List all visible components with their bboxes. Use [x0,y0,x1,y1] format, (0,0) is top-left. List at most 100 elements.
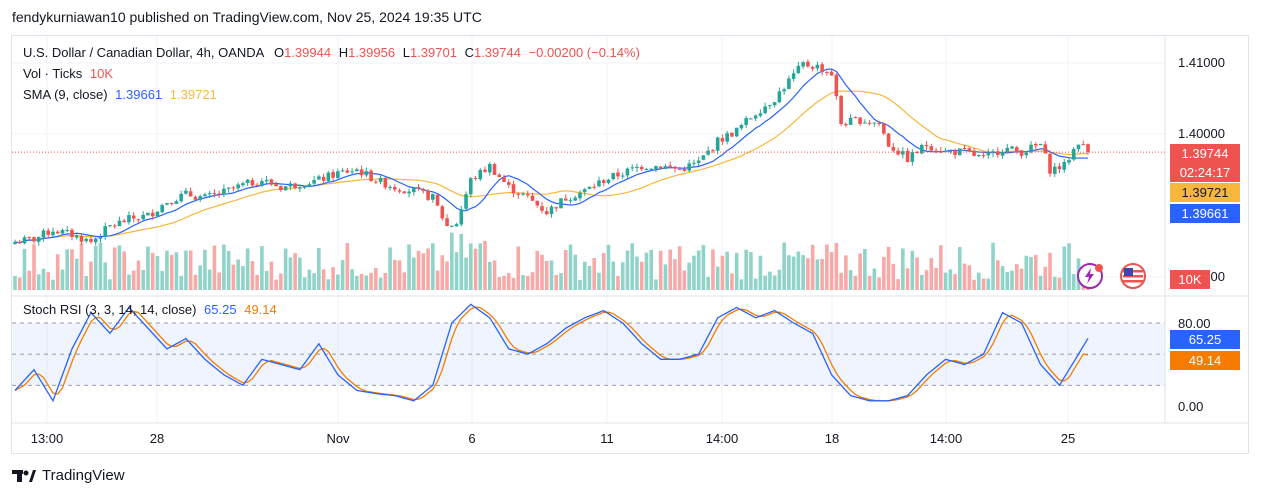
volume-bar [682,270,687,290]
candle-body [943,150,948,153]
candle-body [236,184,240,189]
volume-bar [872,268,877,290]
volume-bar [939,245,943,290]
volume-bar [207,269,212,290]
volume-bar [825,244,829,290]
volume-bar [915,257,919,290]
volume-bar [995,260,1000,290]
lightning-icon[interactable] [1075,261,1105,291]
volume-bar [639,261,644,290]
candle-body [55,231,60,234]
volume-bar [687,262,691,290]
candle-body [127,215,131,223]
candle-body [958,148,962,156]
volume-bar [972,279,976,290]
stoch-k-box: 65.25 [1170,330,1240,349]
candle-body [269,179,274,185]
stoch-tick-label: 0.00 [1178,399,1203,414]
sma-label[interactable]: SMA (9, close) [23,87,108,102]
volume-label[interactable]: Vol · Ticks [23,66,83,81]
volume-bar [74,258,79,290]
volume-bar [378,277,383,290]
footer-brand[interactable]: TradingView [42,467,125,484]
volume-bar [749,252,753,290]
candle-body [1052,166,1057,174]
candle-body [174,201,179,204]
volume-bar [1010,270,1014,290]
volume-bar [578,279,582,290]
candle-body [459,209,464,225]
us-flag-icon[interactable] [1118,261,1148,291]
volume-bar [877,277,881,290]
candle-body [768,105,772,107]
candle-body [412,187,416,193]
candle-body [255,184,259,186]
last-price-box: 1.39744 [1170,144,1240,163]
volume-bar [70,249,74,290]
candle-body [692,162,696,164]
volume-bar [302,277,307,290]
candle-body [146,212,150,216]
candle-body [27,237,32,239]
candle-body [853,117,858,119]
volume-bar [487,261,492,290]
candle-body [896,150,900,155]
volume-bar [1033,254,1038,290]
candle-body [122,220,126,223]
candle-body [1086,144,1090,153]
candles[interactable] [13,59,1090,246]
sma-slow-path [14,90,1089,244]
volume-bar [720,255,725,290]
candle-body [891,147,896,151]
volume-bar [236,259,240,290]
volume-bar [791,256,796,290]
volume-bar [953,274,957,290]
candle-body [516,193,521,195]
volume-bar [364,275,369,290]
candle-body [70,229,74,238]
candle-body [582,189,587,192]
volume-bar [929,258,934,290]
volume-bar [806,258,810,290]
candle-body [649,168,654,170]
symbol-title[interactable]: U.S. Dollar / Canadian Dollar, 4h, OANDA [23,45,265,60]
volume-bar [264,270,269,290]
candle-body [222,188,226,195]
volume-bar [122,251,126,290]
candle-body [844,124,848,126]
candle-body [863,122,867,124]
candle-body [639,166,644,170]
candle-body [317,176,321,180]
time-tick-label: 14:00 [706,431,739,446]
candle-body [915,151,919,154]
sma-slow-box: 1.39721 [1170,183,1240,202]
volume-bar [340,260,345,290]
candle-body [293,183,297,188]
candle-body [929,146,934,151]
candle-body [207,193,212,195]
candle-body [103,226,108,237]
candle-body [535,200,540,206]
candle-body [374,181,378,183]
volume-bar [222,244,226,290]
candle-body [393,186,397,190]
volume-bar [525,275,530,290]
candle-body [644,168,649,170]
candle-body [426,190,430,200]
volume-bar [55,254,60,290]
volume-bar [459,233,464,290]
candle-body [388,187,392,189]
candle-body [241,183,245,186]
candle-body [131,215,136,219]
candle-body [468,178,473,195]
candle-body [787,78,791,89]
candle-body [592,186,597,188]
volume-bar [13,275,17,290]
candle-body [559,198,563,209]
stoch-label[interactable]: Stoch RSI (3, 3, 14, 14, close) [23,302,197,317]
volume-bar [317,247,321,290]
volume-bar [658,250,663,290]
volume-bar [445,261,449,290]
candle-body [820,64,824,73]
candle-body [1005,147,1010,153]
